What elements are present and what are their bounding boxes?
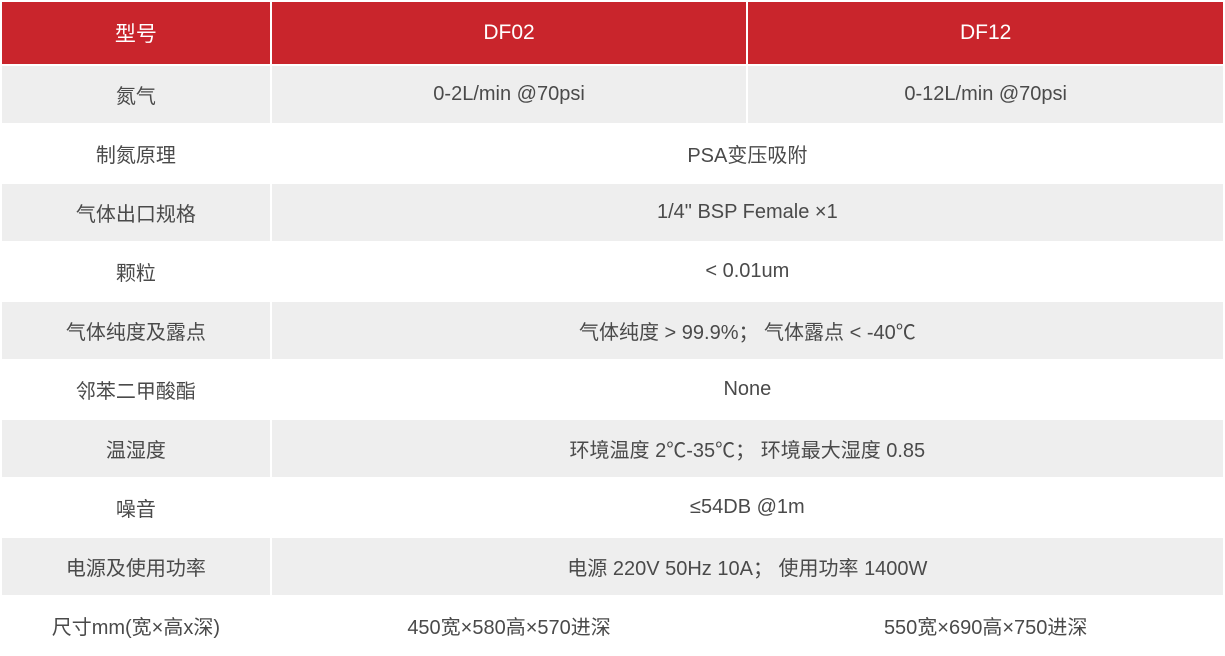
row-val-merged: PSA变压吸附 — [272, 125, 1223, 182]
table-row: 噪音 ≤54DB @1m — [2, 479, 1223, 536]
spec-table: 型号 DF02 DF12 氮气 0-2L/min @70psi 0-12L/mi… — [0, 0, 1225, 656]
row-val-merged: 气体纯度 > 99.9%； 气体露点 < -40℃ — [272, 302, 1223, 359]
row-label: 邻苯二甲酸酯 — [2, 361, 270, 418]
table-row: 气体纯度及露点 气体纯度 > 99.9%； 气体露点 < -40℃ — [2, 302, 1223, 359]
row-label: 尺寸mm(宽×高x深) — [2, 597, 270, 654]
row-val-merged: 环境温度 2℃-35℃； 环境最大湿度 0.85 — [272, 420, 1223, 477]
row-val-df12: 0-12L/min @70psi — [748, 66, 1223, 123]
row-val-merged: 电源 220V 50Hz 10A； 使用功率 1400W — [272, 538, 1223, 595]
row-label: 气体纯度及露点 — [2, 302, 270, 359]
col-model: 型号 — [2, 2, 270, 64]
row-val-df12: 550宽×690高×750进深 — [748, 597, 1223, 654]
row-val-df02: 0-2L/min @70psi — [272, 66, 747, 123]
row-label: 温湿度 — [2, 420, 270, 477]
row-val-merged: ≤54DB @1m — [272, 479, 1223, 536]
row-val-merged: < 0.01um — [272, 243, 1223, 300]
table-row: 气体出口规格 1/4" BSP Female ×1 — [2, 184, 1223, 241]
row-label: 噪音 — [2, 479, 270, 536]
table-row: 邻苯二甲酸酯 None — [2, 361, 1223, 418]
table-row: 制氮原理 PSA变压吸附 — [2, 125, 1223, 182]
table-header-row: 型号 DF02 DF12 — [2, 2, 1223, 64]
table-row: 温湿度 环境温度 2℃-35℃； 环境最大湿度 0.85 — [2, 420, 1223, 477]
row-label: 氮气 — [2, 66, 270, 123]
row-val-merged: None — [272, 361, 1223, 418]
row-label: 制氮原理 — [2, 125, 270, 182]
col-df02: DF02 — [272, 2, 747, 64]
row-label: 气体出口规格 — [2, 184, 270, 241]
row-label: 颗粒 — [2, 243, 270, 300]
table-row: 电源及使用功率 电源 220V 50Hz 10A； 使用功率 1400W — [2, 538, 1223, 595]
row-label: 电源及使用功率 — [2, 538, 270, 595]
row-val-merged: 1/4" BSP Female ×1 — [272, 184, 1223, 241]
table-row: 尺寸mm(宽×高x深) 450宽×580高×570进深 550宽×690高×75… — [2, 597, 1223, 654]
table-row: 颗粒 < 0.01um — [2, 243, 1223, 300]
table-row: 氮气 0-2L/min @70psi 0-12L/min @70psi — [2, 66, 1223, 123]
col-df12: DF12 — [748, 2, 1223, 64]
row-val-df02: 450宽×580高×570进深 — [272, 597, 747, 654]
